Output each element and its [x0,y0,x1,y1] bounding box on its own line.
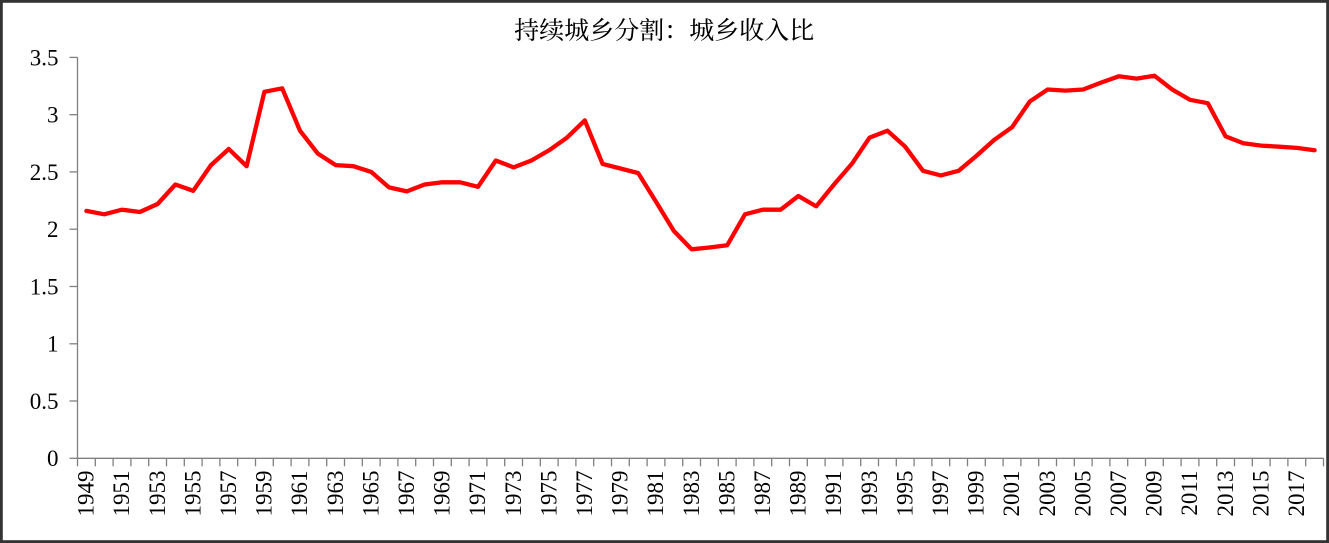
svg-text:0.5: 0.5 [30,389,59,414]
svg-text:2011: 2011 [1177,471,1202,516]
svg-text:1.5: 1.5 [30,274,59,299]
svg-text:3: 3 [47,103,59,128]
svg-text:2009: 2009 [1142,471,1167,517]
svg-text:1999: 1999 [964,471,989,517]
svg-text:1951: 1951 [109,471,134,517]
svg-text:1969: 1969 [430,471,455,517]
svg-text:1963: 1963 [323,471,348,517]
svg-text:2017: 2017 [1284,471,1309,517]
svg-text:1971: 1971 [465,471,490,517]
svg-text:1987: 1987 [750,471,775,517]
svg-text:1957: 1957 [216,471,241,517]
svg-text:1965: 1965 [358,471,383,517]
svg-text:1961: 1961 [287,471,312,517]
svg-text:1997: 1997 [928,471,953,517]
svg-text:1993: 1993 [857,471,882,517]
svg-text:1979: 1979 [608,471,633,517]
svg-text:1967: 1967 [394,471,419,517]
svg-text:1975: 1975 [536,471,561,517]
svg-text:1977: 1977 [572,471,597,517]
svg-text:2005: 2005 [1070,471,1095,517]
svg-text:2001: 2001 [999,471,1024,517]
svg-text:1991: 1991 [821,471,846,517]
svg-text:2: 2 [47,217,59,242]
svg-text:1953: 1953 [145,471,170,517]
svg-text:0: 0 [47,446,59,471]
svg-text:2007: 2007 [1106,471,1131,517]
svg-text:2013: 2013 [1213,471,1238,517]
svg-text:1989: 1989 [786,471,811,517]
svg-text:2015: 2015 [1248,471,1273,517]
svg-text:1973: 1973 [501,471,526,517]
svg-text:1955: 1955 [180,471,205,517]
svg-text:1981: 1981 [643,471,668,517]
svg-text:2.5: 2.5 [30,160,59,185]
svg-text:2003: 2003 [1035,471,1060,517]
svg-text:1983: 1983 [679,471,704,517]
svg-text:1949: 1949 [74,471,99,517]
svg-text:1: 1 [47,332,59,357]
svg-text:3.5: 3.5 [30,45,59,70]
svg-text:1995: 1995 [892,471,917,517]
svg-text:1985: 1985 [714,471,739,517]
svg-text:1959: 1959 [252,471,277,517]
